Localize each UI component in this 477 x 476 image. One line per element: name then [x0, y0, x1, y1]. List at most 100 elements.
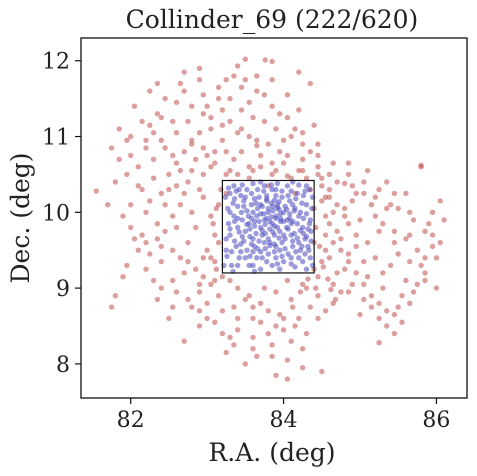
member-point	[227, 226, 233, 232]
field-point	[322, 194, 329, 200]
member-point	[285, 251, 291, 257]
field-point	[200, 171, 206, 178]
member-point	[303, 211, 310, 217]
field-point	[296, 167, 302, 174]
member-point	[267, 243, 273, 249]
field-point	[407, 258, 413, 265]
field-point	[322, 308, 329, 314]
field-point	[128, 224, 134, 231]
field-point	[297, 289, 304, 295]
field-point	[364, 239, 371, 246]
member-point	[246, 262, 252, 269]
member-point	[248, 202, 255, 208]
field-point	[173, 289, 180, 295]
member-point	[302, 188, 308, 194]
member-point	[269, 262, 275, 269]
field-point	[353, 270, 359, 276]
member-point	[290, 202, 296, 208]
field-point	[326, 186, 333, 193]
field-point	[250, 167, 256, 174]
field-point	[166, 171, 172, 178]
field-point	[422, 270, 428, 276]
member-point	[279, 239, 285, 246]
field-point	[170, 118, 176, 125]
field-point	[181, 149, 187, 155]
plot-frame	[80, 37, 468, 399]
field-point	[254, 353, 260, 359]
field-point	[212, 149, 218, 155]
field-point	[273, 126, 279, 132]
field-point	[150, 277, 157, 284]
field-point	[315, 293, 321, 299]
field-point	[403, 190, 409, 197]
field-point	[338, 236, 344, 242]
member-point	[244, 247, 250, 253]
field-point	[200, 194, 206, 200]
member-point	[247, 226, 253, 232]
field-point	[242, 296, 248, 303]
field-point	[173, 183, 180, 189]
field-point	[250, 334, 256, 341]
field-point	[200, 145, 206, 151]
field-point	[307, 80, 313, 87]
member-point	[262, 246, 268, 252]
field-point	[261, 285, 268, 291]
field-point	[422, 255, 428, 261]
member-point	[297, 209, 304, 215]
x-tick-label: 84	[270, 408, 298, 433]
field-point	[345, 171, 352, 178]
field-point	[196, 130, 203, 136]
field-point	[330, 239, 336, 246]
member-point	[273, 243, 279, 250]
member-point	[254, 205, 261, 212]
field-point	[257, 164, 264, 170]
member-point	[300, 258, 306, 265]
field-point	[177, 255, 184, 261]
field-point	[227, 118, 233, 125]
field-point	[315, 274, 321, 280]
field-point	[227, 334, 233, 341]
field-point	[273, 323, 279, 329]
member-point	[223, 236, 229, 242]
field-point	[235, 171, 241, 178]
field-point	[300, 365, 306, 371]
field-point	[376, 186, 382, 193]
member-point	[223, 247, 229, 253]
field-point	[437, 198, 443, 204]
member-point	[238, 209, 245, 215]
member-point	[273, 215, 279, 222]
field-point	[154, 296, 161, 303]
field-point	[338, 289, 344, 295]
field-point	[139, 186, 145, 193]
member-point	[292, 264, 298, 270]
field-point	[196, 323, 203, 329]
field-point	[250, 304, 256, 310]
field-point	[250, 114, 256, 121]
field-point	[219, 122, 226, 128]
y-tick-label: 8	[56, 353, 70, 378]
field-point	[280, 160, 287, 166]
field-point	[305, 276, 311, 282]
field-point	[246, 293, 252, 299]
field-point	[210, 221, 216, 227]
field-point	[254, 137, 260, 143]
field-point	[238, 149, 245, 155]
field-point	[204, 315, 210, 322]
field-point	[407, 300, 413, 306]
field-point	[150, 130, 157, 136]
member-point	[242, 194, 248, 200]
member-point	[276, 235, 282, 241]
field-point	[376, 315, 382, 322]
field-point	[315, 171, 321, 178]
field-point	[319, 258, 325, 265]
field-point	[342, 180, 348, 187]
member-point	[300, 192, 307, 199]
field-point	[273, 372, 279, 378]
field-point	[437, 239, 443, 246]
member-point	[248, 241, 255, 247]
field-point	[407, 209, 413, 215]
field-point	[246, 99, 252, 106]
field-point	[380, 221, 386, 227]
field-point	[300, 141, 306, 147]
member-point	[238, 249, 244, 255]
